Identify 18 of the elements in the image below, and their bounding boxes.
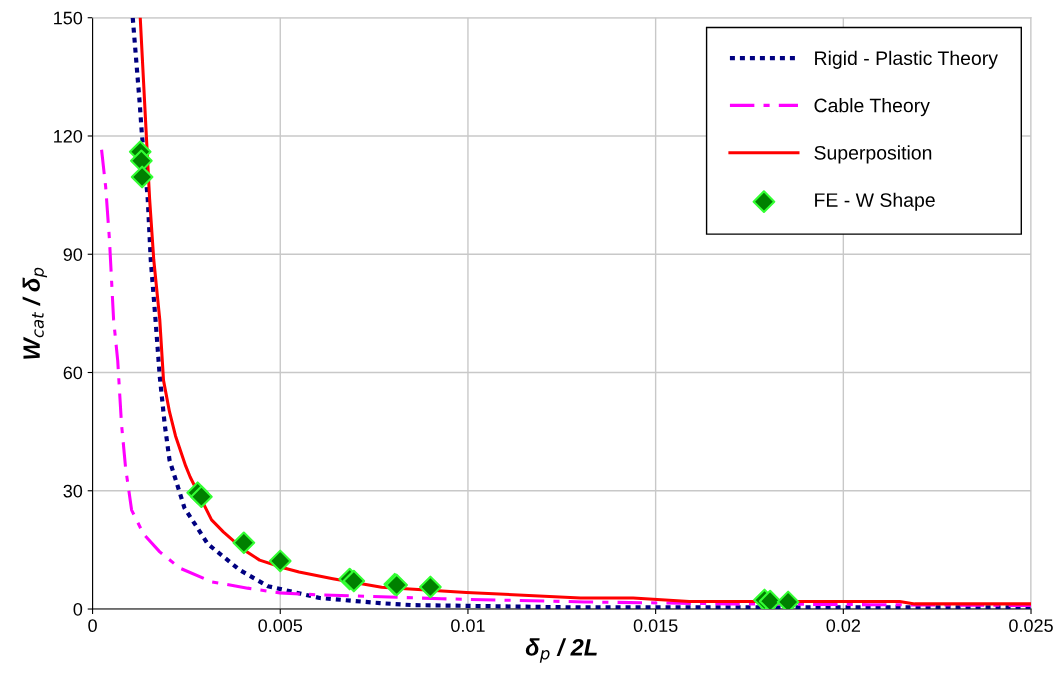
y-tick-label: 150 [54,11,83,25]
y-tick-label: 120 [54,129,83,143]
x-tick-label: 0.01 [451,619,485,633]
x-axis-title: δ$_{p}$ / 2L [525,638,597,663]
legend-label: Cable Theory [814,98,930,117]
legend-label: Rigid - Plastic Theory [815,50,998,69]
y-tick-label: 0 [73,602,83,616]
y-tick-label: 60 [63,366,83,380]
x-tick-label: 0.02 [826,619,860,633]
x-tick-label: 0.015 [633,619,678,633]
legend-label: FE - W Shape [815,192,935,211]
legend-label: Superposition [814,145,932,164]
y-tick-label: 30 [63,484,83,498]
y-axis-title: W$_{cat}$ / δ$_{p}$ [22,267,48,359]
x-tick-label: 0.005 [258,619,303,633]
x-tick-label: 0 [88,619,97,633]
y-tick-label: 90 [63,248,83,261]
x-tick-label: 0.025 [1009,619,1053,633]
